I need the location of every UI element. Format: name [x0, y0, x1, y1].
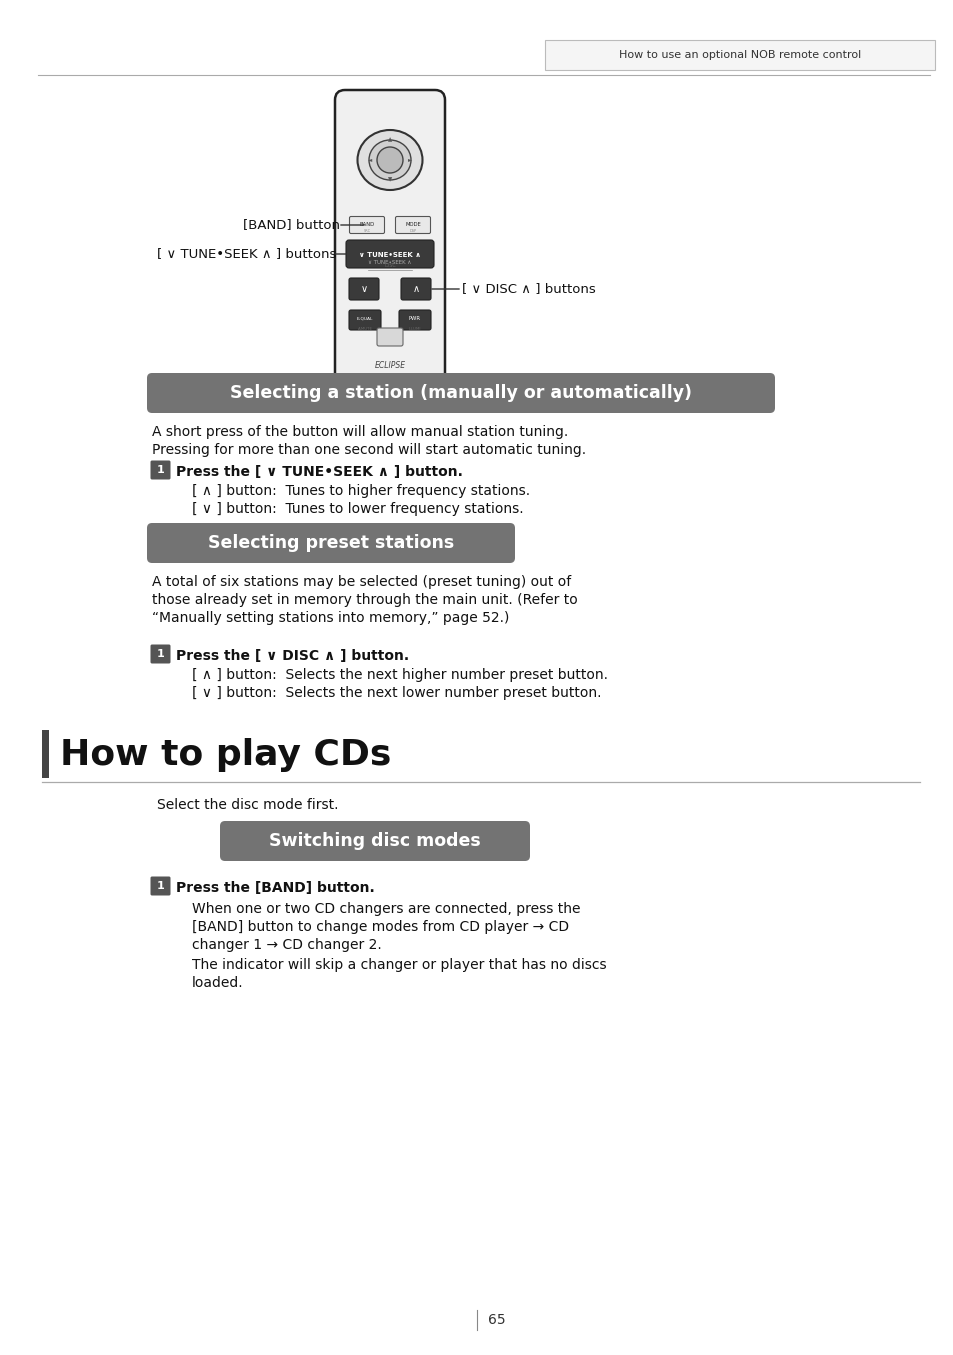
FancyBboxPatch shape	[349, 310, 380, 331]
Circle shape	[376, 146, 402, 173]
FancyBboxPatch shape	[147, 523, 515, 562]
Text: Press the [BAND] button.: Press the [BAND] button.	[175, 881, 375, 896]
FancyBboxPatch shape	[151, 645, 171, 664]
Text: PWR: PWR	[409, 317, 420, 321]
Text: [ ∧ ] button:  Selects the next higher number preset button.: [ ∧ ] button: Selects the next higher nu…	[192, 668, 607, 682]
Text: Select the disc mode first.: Select the disc mode first.	[157, 798, 338, 812]
Text: Press the [ ∨ TUNE•SEEK ∧ ] button.: Press the [ ∨ TUNE•SEEK ∧ ] button.	[175, 465, 462, 480]
Text: DSP: DSP	[409, 229, 416, 233]
Text: Selecting preset stations: Selecting preset stations	[208, 534, 454, 551]
FancyBboxPatch shape	[398, 310, 431, 331]
FancyBboxPatch shape	[376, 328, 402, 346]
Text: ∧: ∧	[412, 285, 419, 294]
Text: [ ∨ ] button:  Tunes to lower frequency stations.: [ ∨ ] button: Tunes to lower frequency s…	[192, 501, 523, 516]
Text: ∨ TUNE•SEEK ∧: ∨ TUNE•SEEK ∧	[368, 260, 412, 264]
FancyBboxPatch shape	[335, 89, 444, 390]
FancyBboxPatch shape	[400, 278, 431, 299]
Text: The indicator will skip a changer or player that has no discs: The indicator will skip a changer or pla…	[192, 958, 606, 972]
Bar	[42, 730, 49, 778]
FancyBboxPatch shape	[395, 217, 430, 233]
FancyBboxPatch shape	[147, 373, 774, 413]
Text: those already set in memory through the main unit. (Refer to: those already set in memory through the …	[152, 593, 578, 607]
Text: DISC: DISC	[384, 263, 395, 268]
Text: ▲: ▲	[388, 137, 392, 142]
Text: ILLUMI: ILLUMI	[408, 327, 421, 331]
Text: How to play CDs: How to play CDs	[60, 738, 391, 772]
Text: SRC: SRC	[363, 229, 370, 233]
Text: [ ∨ DISC ∧ ] buttons: [ ∨ DISC ∧ ] buttons	[461, 282, 595, 295]
Text: 1: 1	[156, 649, 164, 659]
Text: changer 1 → CD changer 2.: changer 1 → CD changer 2.	[192, 938, 381, 953]
Text: [BAND] button: [BAND] button	[243, 218, 339, 232]
Text: 1: 1	[156, 465, 164, 476]
Ellipse shape	[357, 130, 422, 190]
Ellipse shape	[369, 140, 411, 180]
FancyBboxPatch shape	[220, 821, 530, 860]
Text: [BAND] button to change modes from CD player → CD: [BAND] button to change modes from CD pl…	[192, 920, 569, 934]
Text: [ ∨ TUNE•SEEK ∧ ] buttons: [ ∨ TUNE•SEEK ∧ ] buttons	[157, 248, 336, 260]
FancyBboxPatch shape	[151, 877, 171, 896]
Text: ∨ TUNE•SEEK ∧: ∨ TUNE•SEEK ∧	[358, 252, 420, 257]
Text: MODE: MODE	[405, 222, 420, 228]
Text: [ ∧ ] button:  Tunes to higher frequency stations.: [ ∧ ] button: Tunes to higher frequency …	[192, 484, 530, 499]
Text: Selecting a station (manually or automatically): Selecting a station (manually or automat…	[230, 383, 691, 402]
Text: ▼: ▼	[388, 178, 392, 183]
Text: A short press of the button will allow manual station tuning.: A short press of the button will allow m…	[152, 425, 568, 439]
Text: “Manually setting stations into memory,” page 52.): “Manually setting stations into memory,”…	[152, 611, 509, 625]
FancyBboxPatch shape	[151, 461, 171, 480]
FancyBboxPatch shape	[349, 217, 384, 233]
FancyBboxPatch shape	[544, 41, 934, 70]
FancyBboxPatch shape	[346, 240, 434, 268]
Text: How to use an optional NOB remote control: How to use an optional NOB remote contro…	[618, 50, 861, 60]
Text: Switching disc modes: Switching disc modes	[269, 832, 480, 850]
Text: ∨: ∨	[360, 285, 367, 294]
Text: 65: 65	[488, 1313, 505, 1327]
Text: E-QUAL: E-QUAL	[356, 317, 373, 321]
Text: ECLIPSE: ECLIPSE	[374, 362, 405, 370]
Text: ◄: ◄	[368, 157, 372, 163]
Text: When one or two CD changers are connected, press the: When one or two CD changers are connecte…	[192, 902, 579, 916]
Text: A total of six stations may be selected (preset tuning) out of: A total of six stations may be selected …	[152, 575, 571, 589]
Text: loaded.: loaded.	[192, 976, 243, 991]
Text: 1: 1	[156, 881, 164, 892]
Text: A-MUTE: A-MUTE	[357, 327, 372, 331]
Text: Pressing for more than one second will start automatic tuning.: Pressing for more than one second will s…	[152, 443, 585, 457]
Text: [ ∨ ] button:  Selects the next lower number preset button.: [ ∨ ] button: Selects the next lower num…	[192, 686, 601, 701]
FancyBboxPatch shape	[349, 278, 378, 299]
Text: Press the [ ∨ DISC ∧ ] button.: Press the [ ∨ DISC ∧ ] button.	[175, 649, 409, 663]
Text: ►: ►	[408, 157, 412, 163]
Text: BAND: BAND	[359, 222, 375, 228]
